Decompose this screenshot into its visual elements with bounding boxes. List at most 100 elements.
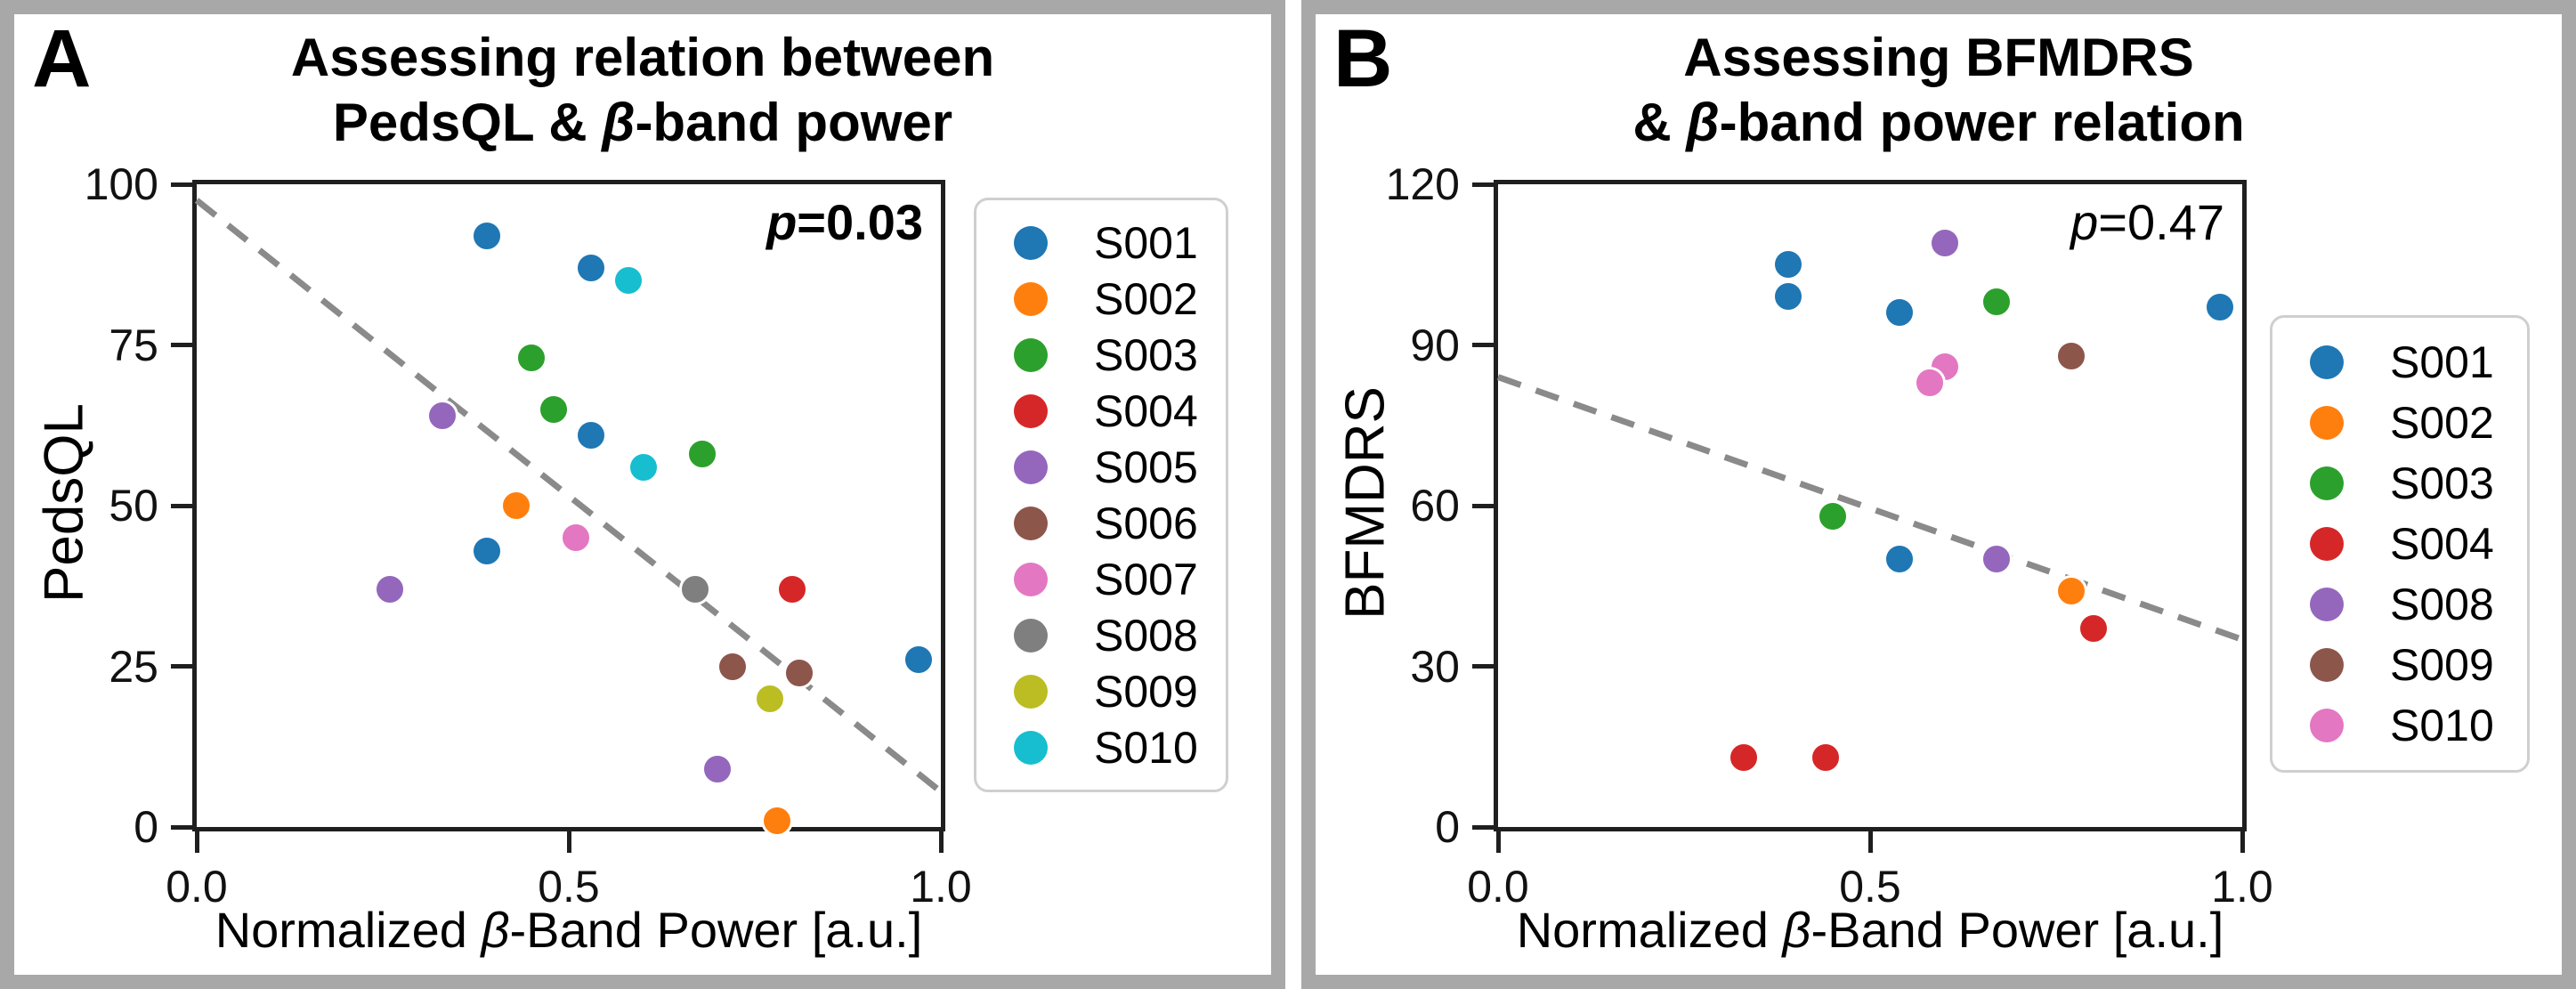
- y-tick-label: 90: [1410, 320, 1460, 370]
- y-tick-label: 100: [84, 159, 158, 209]
- panel-b: B Assessing BFMDRS & β-band power relati…: [1301, 0, 2576, 989]
- data-point-S004-3: [1809, 741, 1842, 774]
- data-point-S003-3: [686, 438, 719, 471]
- data-point-S003-1: [515, 341, 548, 374]
- title-line2-pre: PedsQL &: [332, 93, 603, 152]
- legend-marker-S004: [2310, 527, 2344, 561]
- y-tick-mark: [1472, 503, 1494, 508]
- y-tick-label: 50: [109, 481, 158, 531]
- title-line2-post: -band power relation: [1719, 93, 2245, 152]
- legend-item-S006: S006: [976, 495, 1226, 551]
- x-tick-label: 1.0: [2211, 862, 2273, 912]
- p-symbol: p: [2070, 194, 2099, 250]
- legend-marker-S010: [2310, 709, 2344, 742]
- plot-canvas-a: [194, 184, 944, 837]
- legend-label: S005: [1094, 442, 1198, 492]
- trend-line: [194, 198, 944, 795]
- data-point-S010-2: [1913, 366, 1946, 399]
- legend-marker-S001: [1014, 225, 1048, 260]
- y-tick-mark: [171, 824, 192, 830]
- data-point-S001-5: [1883, 543, 1916, 576]
- panel-label-a: A: [32, 13, 92, 104]
- y-tick-mark: [171, 664, 192, 669]
- xlabel-post: -Band Power [a.u.]: [1810, 902, 2224, 958]
- y-tick-mark: [1472, 182, 1494, 187]
- data-point-S006-1: [716, 650, 749, 683]
- legend-item-S001: S001: [976, 215, 1226, 271]
- data-point-S010-1: [612, 264, 644, 297]
- legend-item-S003: S003: [2272, 453, 2527, 514]
- legend-a: S001 S002 S003 S004 S005 S006 S007 S008 S009 S010: [974, 198, 1228, 792]
- data-point-S001-1: [1772, 248, 1805, 281]
- data-point-S001-1: [471, 219, 504, 252]
- data-point-S006-2: [783, 656, 816, 689]
- data-point-S001-4: [471, 534, 504, 567]
- x-tick-mark: [194, 831, 199, 853]
- x-tick-label: 0.0: [1467, 862, 1529, 912]
- x-tick-mark: [1867, 831, 1873, 853]
- legend-label: S010: [2390, 701, 2494, 750]
- legend-label: S003: [2390, 458, 2494, 508]
- p-value: =0.47: [2098, 194, 2224, 250]
- p-value: =0.03: [797, 194, 923, 250]
- legend-label: S002: [1094, 273, 1198, 324]
- legend-label: S002: [2390, 398, 2494, 448]
- legend-marker-S008: [1014, 618, 1048, 653]
- legend-marker-S008: [2310, 588, 2344, 621]
- data-point-S009-1: [753, 682, 786, 715]
- data-point-S004-1: [775, 572, 808, 605]
- title-line1: Assessing relation between: [290, 28, 995, 87]
- trend-line: [1496, 374, 2244, 643]
- data-point-S009-1: [2054, 339, 2087, 372]
- data-point-S005-2: [374, 572, 407, 605]
- data-point-S003-2: [1817, 500, 1850, 533]
- beta-symbol: β: [602, 93, 636, 152]
- x-tick-mark: [938, 831, 944, 853]
- legend-label: S001: [1094, 217, 1198, 268]
- legend-item-S004: S004: [976, 383, 1226, 439]
- data-point-S001-3: [1883, 296, 1916, 329]
- chart-title-b: Assessing BFMDRS & β-band power relation: [1316, 25, 2562, 155]
- y-tick-label: 60: [1410, 481, 1460, 531]
- data-point-S005-1: [425, 399, 458, 432]
- legend-item-S009: S009: [2272, 635, 2527, 695]
- legend-label: S008: [1094, 610, 1198, 661]
- x-tick-mark: [1495, 831, 1501, 853]
- legend-label: S007: [1094, 554, 1198, 604]
- legend-marker-S003: [2310, 466, 2344, 500]
- y-tick-label: 0: [134, 802, 158, 852]
- x-tick-label: 0.5: [538, 862, 600, 912]
- data-point-S008-2: [1981, 543, 2013, 576]
- legend-label: S004: [1094, 385, 1198, 436]
- legend-marker-S009: [2310, 648, 2344, 682]
- plot-canvas-b: [1496, 184, 2244, 827]
- y-tick-mark: [1472, 664, 1494, 669]
- legend-b: S001 S002 S003 S004 S008 S009 S010: [2270, 315, 2530, 773]
- title-line2-post: -band power: [635, 93, 953, 152]
- legend-item-S001: S001: [2272, 332, 2527, 393]
- y-tick-mark: [171, 182, 192, 187]
- legend-marker-S002: [2310, 406, 2344, 440]
- legend-item-S008: S008: [976, 607, 1226, 663]
- y-tick-mark: [1472, 343, 1494, 347]
- xlabel-post: -Band Power [a.u.]: [509, 902, 923, 958]
- data-point-S001-2: [1772, 280, 1805, 313]
- data-point-S003-1: [1981, 286, 2013, 319]
- legend-marker-S002: [1014, 281, 1048, 316]
- data-point-S010-2: [627, 450, 660, 483]
- plot-area-b: p=0.47: [1494, 180, 2247, 831]
- x-tick-mark: [566, 831, 571, 853]
- y-tick-mark: [171, 343, 192, 347]
- legend-label: S009: [2390, 640, 2494, 690]
- legend-marker-S001: [2310, 345, 2344, 379]
- legend-label: S003: [1094, 329, 1198, 380]
- x-tick-label: 0.5: [1839, 862, 1901, 912]
- legend-marker-S003: [1014, 337, 1048, 372]
- x-tick-label: 0.0: [166, 862, 228, 912]
- plot-area-a: p=0.03: [192, 180, 945, 837]
- data-point-S002-1: [500, 490, 533, 522]
- data-point-S001-5: [902, 644, 935, 677]
- legend-item-S002: S002: [2272, 393, 2527, 453]
- legend-marker-S009: [1014, 674, 1048, 709]
- y-tick-label: 120: [1385, 159, 1460, 209]
